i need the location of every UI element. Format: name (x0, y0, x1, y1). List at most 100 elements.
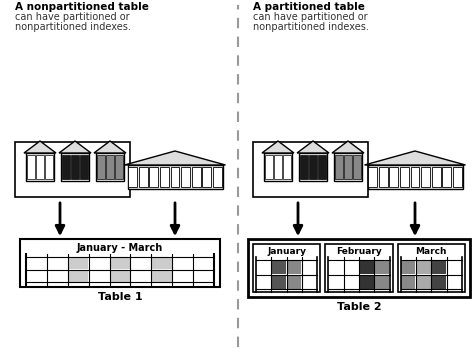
Bar (68, 270, 88, 282)
Bar (194, 258, 214, 269)
Bar (152, 270, 172, 282)
Bar (194, 270, 214, 282)
Bar (129, 167, 137, 187)
Bar (27, 258, 46, 269)
Bar (447, 260, 462, 274)
Bar (368, 167, 377, 187)
Bar (62, 155, 69, 179)
Bar (421, 167, 430, 187)
Bar (303, 260, 317, 274)
Bar (442, 167, 451, 187)
Bar (170, 167, 179, 187)
Bar (287, 275, 301, 289)
Bar (139, 167, 148, 187)
Bar (410, 167, 419, 187)
Bar (110, 258, 130, 269)
Bar (375, 275, 389, 289)
Text: nonpartitioned indexes.: nonpartitioned indexes. (15, 22, 131, 32)
Bar (110, 270, 130, 282)
Bar (253, 142, 368, 197)
Text: A nonpartitioned table: A nonpartitioned table (15, 2, 149, 12)
Polygon shape (59, 141, 91, 153)
Text: nonpartitioned indexes.: nonpartitioned indexes. (253, 22, 369, 32)
Bar (325, 244, 393, 292)
Bar (416, 260, 431, 274)
Bar (128, 165, 222, 189)
Bar (15, 142, 130, 197)
Text: January - March: January - March (77, 243, 163, 253)
Bar (20, 239, 220, 287)
Bar (274, 155, 282, 179)
Bar (46, 155, 53, 179)
Bar (329, 260, 343, 274)
Polygon shape (262, 141, 294, 153)
Bar (61, 153, 89, 181)
Bar (318, 155, 326, 179)
Bar (334, 153, 362, 181)
Text: March: March (416, 247, 447, 256)
Text: Table 2: Table 2 (337, 302, 381, 312)
Bar (173, 258, 193, 269)
Bar (48, 270, 67, 282)
Bar (27, 155, 35, 179)
Bar (131, 270, 151, 282)
Bar (432, 260, 446, 274)
Bar (367, 165, 463, 189)
Bar (401, 275, 416, 289)
Bar (89, 258, 109, 269)
Bar (97, 155, 105, 179)
Bar (344, 155, 352, 179)
Bar (68, 258, 88, 269)
Bar (48, 258, 67, 269)
Bar (80, 155, 88, 179)
Bar (181, 167, 190, 187)
Polygon shape (125, 151, 226, 165)
Bar (257, 275, 271, 289)
Bar (453, 167, 462, 187)
Bar (416, 275, 431, 289)
Text: A partitioned table: A partitioned table (253, 2, 365, 12)
Bar (173, 270, 193, 282)
Polygon shape (297, 141, 329, 153)
Bar (213, 167, 222, 187)
Bar (152, 258, 172, 269)
Bar (264, 153, 292, 181)
Bar (116, 155, 123, 179)
Bar (253, 244, 320, 292)
Bar (27, 270, 46, 282)
Bar (71, 155, 79, 179)
Bar (354, 155, 361, 179)
Bar (432, 167, 441, 187)
Bar (192, 167, 200, 187)
Text: February: February (336, 247, 382, 256)
Bar (303, 275, 317, 289)
Bar (106, 155, 114, 179)
Text: Table 1: Table 1 (98, 292, 142, 302)
Bar (272, 275, 286, 289)
Polygon shape (94, 141, 126, 153)
Bar (248, 239, 470, 297)
Bar (26, 153, 54, 181)
Bar (432, 275, 446, 289)
Bar (272, 260, 286, 274)
Bar (202, 167, 211, 187)
Bar (344, 260, 358, 274)
Polygon shape (365, 151, 466, 165)
Polygon shape (24, 141, 56, 153)
Bar (375, 260, 389, 274)
Bar (149, 167, 159, 187)
Bar (379, 167, 388, 187)
Bar (397, 244, 465, 292)
Bar (89, 270, 109, 282)
Bar (400, 167, 409, 187)
Bar (299, 153, 327, 181)
Bar (287, 260, 301, 274)
Bar (160, 167, 169, 187)
Bar (401, 260, 416, 274)
Bar (257, 260, 271, 274)
Bar (131, 258, 151, 269)
Bar (359, 260, 374, 274)
Bar (265, 155, 273, 179)
Text: can have partitioned or: can have partitioned or (253, 12, 367, 22)
Bar (96, 153, 124, 181)
